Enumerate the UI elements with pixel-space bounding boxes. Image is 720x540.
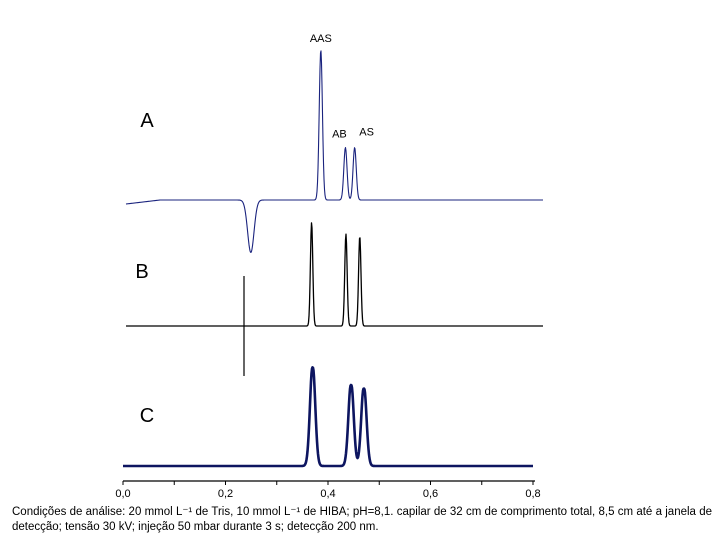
x-tick-label: 0,4 (320, 488, 335, 500)
x-axis: 0,0 0,2 0,4 0,6 0,8 (115, 480, 541, 500)
series-label-a: A (140, 110, 154, 132)
trace-c (122, 366, 534, 468)
x-tick-label: 0,0 (115, 488, 130, 500)
traces-group (122, 50, 544, 468)
peak-label-ab: AB (332, 129, 347, 141)
x-tick-label: 0,8 (525, 488, 540, 500)
trace-a (125, 50, 544, 253)
peak-label-as: AS (359, 127, 374, 139)
series-label-b: B (135, 261, 148, 283)
labels-group: A AAS AB AS B C (135, 33, 374, 427)
trace-b (125, 222, 544, 327)
x-tick-label: 0,6 (423, 488, 438, 500)
peak-label-aas: AAS (310, 33, 332, 45)
x-tick-label: 0,2 (218, 488, 233, 500)
figure-caption: Condições de análise: 20 mmol L⁻¹ de Tri… (12, 506, 712, 533)
series-label-c: C (140, 405, 154, 427)
